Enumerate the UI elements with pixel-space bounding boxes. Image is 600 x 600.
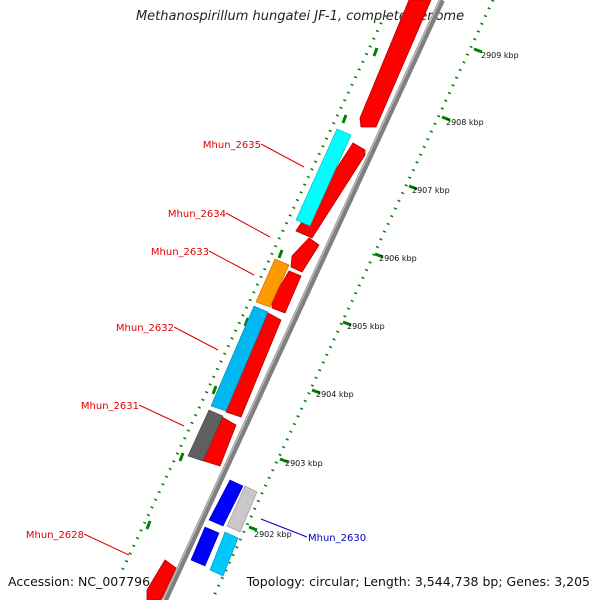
tick-label-2904: 2904 kbp [316, 390, 354, 399]
gene-sky-lower[interactable] [209, 531, 239, 577]
tick-label-2905: 2905 kbp [347, 322, 385, 331]
topology-text: Topology: circular; Length: 3,544,738 bp… [246, 574, 590, 589]
gene-forward-3[interactable] [290, 237, 320, 273]
gene-mhun-2633[interactable] [255, 258, 290, 308]
gene-mhun-2631[interactable] [187, 409, 224, 462]
leader-mhun-2635 [260, 143, 305, 168]
label-mhun-2635[interactable]: Mhun_2635 [203, 140, 261, 151]
tick-label-2906: 2906 kbp [379, 254, 417, 263]
tick-label-2907: 2907 kbp [412, 186, 450, 195]
gene-mhun-2632[interactable] [210, 305, 269, 412]
label-mhun-2628[interactable]: Mhun_2628 [26, 530, 84, 541]
scale-dotted-line-left [118, 14, 387, 576]
accession-text: Accession: NC_007796 [8, 574, 151, 589]
gene-mhun-2635[interactable] [295, 128, 352, 227]
tick-label-2908: 2908 kbp [446, 118, 484, 127]
leader-mhun-2633 [208, 250, 255, 276]
leader-mhun-2632 [173, 326, 219, 351]
label-mhun-2633[interactable]: Mhun_2633 [151, 247, 209, 258]
label-mhun-2634[interactable]: Mhun_2634 [168, 209, 226, 220]
gene-forward-7[interactable] [146, 559, 177, 600]
tick-label-2902: 2902 kbp [254, 530, 292, 539]
scale-dotted-line-right [210, 0, 495, 600]
genome-backbone [162, 0, 445, 600]
label-mhun-2631[interactable]: Mhun_2631 [81, 401, 139, 412]
tick-label-2903: 2903 kbp [285, 459, 323, 468]
leader-mhun-2628 [83, 533, 130, 556]
label-mhun-2632[interactable]: Mhun_2632 [116, 323, 174, 334]
leader-mhun-2631 [138, 404, 185, 427]
map-title: Methanospirillum hungatei JF-1, complete… [135, 9, 465, 24]
tick-label-2909: 2909 kbp [481, 51, 519, 60]
leader-mhun-2630 [260, 518, 308, 538]
gene-forward-1[interactable] [359, 0, 432, 128]
forward-genes [146, 0, 432, 600]
gene-mhun-2630[interactable] [226, 485, 258, 533]
gene-blue-lower[interactable] [190, 526, 220, 567]
leader-mhun-2634 [225, 212, 271, 238]
gene-blue-upper[interactable] [208, 479, 244, 527]
label-mhun-2630[interactable]: Mhun_2630 [308, 533, 366, 544]
genome-backbone-highlight [162, 0, 441, 600]
